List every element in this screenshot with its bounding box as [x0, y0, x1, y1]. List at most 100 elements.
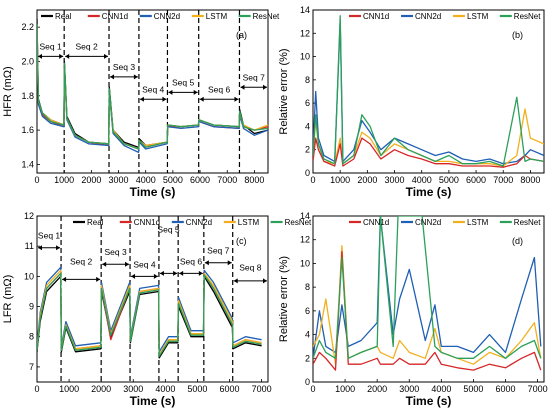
x-axis-label: Time (s) — [406, 394, 452, 408]
x-tick-label: 4000 — [431, 384, 451, 394]
sequence-label: Seq 8 — [239, 262, 261, 272]
series-line-resnet — [37, 272, 262, 357]
legend-label-lstm: LSTM — [206, 12, 228, 21]
y-axis-label: HFR (mΩ) — [2, 66, 14, 116]
y-tick-label: 14 — [300, 211, 310, 221]
x-tick-label: 8000 — [520, 175, 540, 185]
y-tick-label: 2 — [305, 145, 310, 155]
legend-label-cnn1d: CNN1d — [102, 12, 128, 21]
sequence-arrow-head-right — [263, 84, 267, 90]
y-tick-label: 4 — [305, 330, 310, 340]
sequence-arrow-head-left — [179, 270, 184, 276]
y-tick-label: 10 — [300, 258, 310, 268]
legend: CNN1d CNN2d LSTM ResNet — [349, 218, 541, 227]
y-tick-label: 1.6 — [21, 125, 34, 135]
series-line-resnet — [37, 23, 268, 150]
sequence-arrow-head-left — [110, 74, 115, 80]
y-tick-label: 9 — [29, 302, 34, 312]
sequence-arrow-head-left — [62, 276, 67, 282]
x-axis-label: Time (s) — [130, 185, 176, 199]
sequence-arrow-head-right — [56, 245, 61, 251]
sequence-arrow-head-right — [59, 53, 64, 59]
sequence-arrow-head-left — [199, 96, 204, 102]
plot-area — [312, 9, 545, 174]
plot-area — [312, 215, 545, 383]
x-tick-label: 6000 — [190, 175, 210, 185]
legend-label-cnn2d: CNN2d — [415, 12, 441, 21]
x-tick-label: 7000 — [252, 384, 272, 394]
sequence-arrow-head-left — [65, 53, 70, 59]
x-tick-label: 2000 — [91, 384, 111, 394]
legend-label-resnet: ResNet — [514, 218, 541, 227]
x-tick-label: 3000 — [109, 175, 129, 185]
panel-label: (d) — [512, 236, 523, 246]
legend-label-real: Real — [55, 12, 72, 21]
x-tick-label: 8000 — [244, 175, 264, 185]
sequence-label: Seq 4 — [142, 84, 164, 94]
y-tick-label: 12 — [24, 211, 34, 221]
plot-data — [37, 216, 262, 382]
legend-label-resnet: ResNet — [253, 12, 280, 21]
x-tick-label: 3000 — [123, 384, 143, 394]
legend-label-cnn1d: CNN1d — [363, 12, 389, 21]
sequence-arrow-head-left — [102, 261, 107, 267]
x-tick-label: 0 — [310, 175, 315, 185]
legend: CNN1d CNN2d LSTM ResNet — [349, 12, 541, 21]
y-tick-label: 11 — [25, 241, 34, 251]
y-tick-label: 12 — [300, 235, 310, 245]
y-tick-label: 12 — [300, 28, 310, 38]
x-tick-label: 2000 — [81, 175, 101, 185]
y-tick-label: 1.8 — [21, 91, 34, 101]
sequence-label: Seq 1 — [39, 41, 61, 51]
sequence-arrow-head-left — [233, 278, 238, 284]
y-tick-label: 2.0 — [21, 56, 34, 66]
panel-label: (c) — [236, 236, 247, 246]
sequence-arrow-head-right — [193, 89, 198, 95]
x-tick-label: 4000 — [136, 175, 156, 185]
x-tick-label: 3000 — [385, 175, 405, 185]
sequence-label: Seq 7 — [207, 246, 229, 256]
sequence-label: Seq 6 — [180, 256, 202, 266]
sequence-label: Seq 2 — [75, 41, 97, 51]
x-tick-label: 5000 — [163, 175, 183, 185]
sequence-arrow-head-left — [240, 84, 245, 90]
sequence-arrow-head-right — [104, 53, 109, 59]
x-tick-label: 5000 — [187, 384, 207, 394]
panel-c-lfr: 0 1000 2000 3000 4000 5000 6000 7000789101112Ti… — [2, 211, 312, 408]
legend: Real CNN1d CNN2d LSTM ResNet — [73, 218, 312, 227]
x-tick-label: 0 — [34, 384, 39, 394]
x-axis-label: Time (s) — [130, 394, 176, 408]
x-axis-label: Time (s) — [406, 185, 452, 199]
y-tick-label: 10 — [24, 271, 34, 281]
series-line-resnet — [313, 216, 542, 359]
legend-label-resnet: ResNet — [285, 218, 312, 227]
y-tick-label: 4 — [305, 121, 310, 131]
y-tick-label: 2 — [305, 353, 310, 363]
sequence-label: Seq 4 — [133, 259, 155, 269]
legend-label-cnn2d: CNN2d — [186, 218, 212, 227]
y-tick-label: 8 — [305, 75, 310, 85]
sequence-arrow-head-left — [159, 270, 164, 276]
y-tick-label: 10 — [300, 52, 310, 62]
x-tick-label: 5000 — [463, 384, 483, 394]
legend-label-cnn2d: CNN2d — [154, 12, 180, 21]
panel-label: (b) — [512, 30, 523, 40]
x-tick-label: 2000 — [357, 175, 377, 185]
x-tick-label: 7000 — [528, 384, 548, 394]
x-tick-label: 1000 — [59, 384, 79, 394]
sequence-arrow-head-left — [168, 89, 173, 95]
sequence-arrow-head-left — [38, 53, 42, 59]
plot-data — [313, 216, 542, 371]
sequence-label: Seq 6 — [208, 84, 230, 94]
x-tick-label: 3000 — [399, 384, 419, 394]
legend-label-lstm: LSTM — [467, 12, 489, 21]
sequence-arrow-head-right — [125, 261, 130, 267]
sequence-arrow-head-right — [263, 278, 267, 284]
sequence-arrow-head-right — [173, 270, 178, 276]
x-tick-label: 0 — [34, 175, 39, 185]
legend-label-lstm: LSTM — [467, 218, 489, 227]
sequence-label: Seq 3 — [104, 247, 126, 257]
sequence-label: Seq 5 — [157, 225, 179, 235]
sequence-arrow-head-right — [162, 96, 167, 102]
legend-label-resnet: ResNet — [514, 12, 541, 21]
